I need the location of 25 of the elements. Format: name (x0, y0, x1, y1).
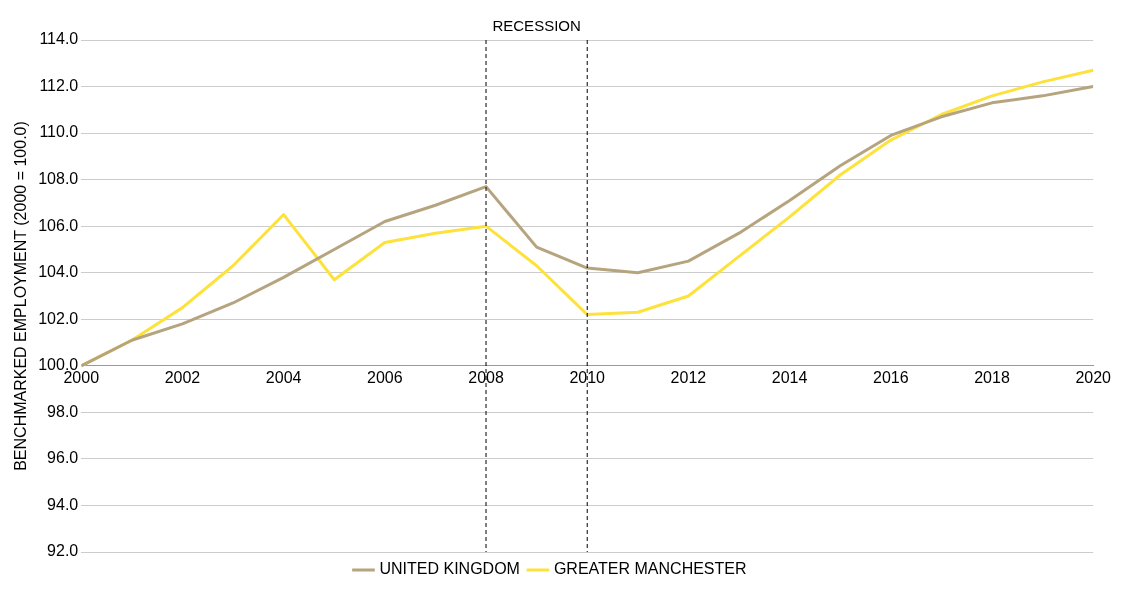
text: RECESSION (492, 16, 581, 34)
legend-label: UNITED KINGDOM (379, 560, 520, 578)
y-tick-label: 106.0 (38, 216, 79, 234)
x-tick-label: 2020 (1075, 368, 1112, 386)
y-tick-label: 110.0 (39, 123, 79, 141)
x-tick-label: 2016 (873, 368, 909, 386)
x-tick-label: 2010 (569, 368, 606, 386)
y-tick-label: 108.0 (38, 170, 79, 188)
y-tick-label: 96.0 (47, 449, 79, 467)
y-axis-title: BENCHMARKED EMPLOYMENT (2000 = 100.0) (12, 121, 30, 471)
y-tick-label: 104.0 (38, 263, 79, 281)
x-tick-label: 2008 (468, 368, 504, 386)
x-tick-label: 2004 (265, 368, 302, 386)
legend-label: GREATER MANCHESTER (553, 560, 747, 578)
y-tick-label: 94.0 (47, 495, 79, 513)
x-tick-label: 2012 (670, 368, 707, 386)
x-tick-label: 2006 (367, 368, 403, 386)
y-tick-label: 92.0 (47, 542, 79, 560)
y-tick-label: 112.0 (39, 76, 79, 94)
x-tick-label: 2002 (164, 368, 201, 386)
x-tick-label: 2018 (974, 368, 1010, 386)
y-tick-label: 98.0 (47, 402, 79, 420)
y-tick-label: 114.0 (39, 30, 79, 48)
y-tick-label: 102.0 (38, 309, 79, 327)
x-tick-label: 2014 (771, 368, 808, 386)
